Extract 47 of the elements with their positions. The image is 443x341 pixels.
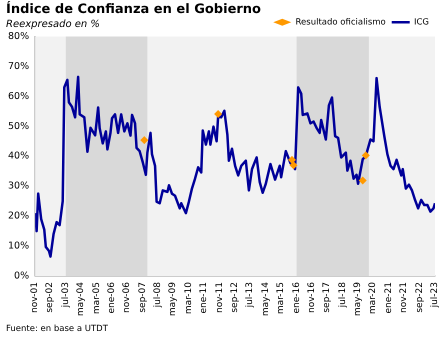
x-tick-label: ene-16 <box>292 282 302 314</box>
x-tick-label: jul-08 <box>153 282 164 308</box>
x-tick-label: mar-15 <box>276 282 286 314</box>
x-tick-label: mar-05 <box>92 282 102 314</box>
x-tick-label: mar-10 <box>184 282 194 314</box>
x-tick-label: nov-16 <box>307 282 318 313</box>
x-tick-label: jul-23 <box>430 282 440 308</box>
y-tick-label: 30% <box>8 180 30 192</box>
y-tick-label: 70% <box>8 60 30 72</box>
point <box>290 161 298 170</box>
source-note: Fuente: en base a UTDT <box>6 324 108 334</box>
y-tick-label: 40% <box>8 150 30 162</box>
point <box>362 151 370 160</box>
x-tick-label: jul-18 <box>338 282 348 308</box>
x-tick-label: may-14 <box>260 282 271 316</box>
x-tick-label: sep-02 <box>45 282 56 313</box>
x-tick-label: jul-13 <box>245 282 256 308</box>
x-tick-label: nov-21 <box>399 282 410 313</box>
y-tick-label: 50% <box>8 120 30 132</box>
chart-title: Índice de Confianza en el Gobierno <box>6 2 261 17</box>
point <box>214 110 222 118</box>
x-tick-label: ene-11 <box>199 282 210 314</box>
x-tick-label: may-04 <box>76 282 86 316</box>
x-tick-label: mar-20 <box>368 282 378 314</box>
x-tick-label: may-19 <box>353 282 364 316</box>
x-tick-label: ene-21 <box>384 282 394 314</box>
y-tick-label: 20% <box>8 210 30 222</box>
x-tick-label: jul-03 <box>60 282 71 308</box>
y-tick-label: 0% <box>14 270 30 282</box>
x-tick-label: nov-06 <box>122 282 132 313</box>
legend-label: ICG <box>414 17 430 28</box>
y-tick-label: 60% <box>8 90 30 102</box>
point <box>140 136 148 144</box>
chart-subtitle: Reexpresado en % <box>6 19 100 30</box>
x-tick-label: nov-11 <box>214 282 225 313</box>
x-tick-label: sep-17 <box>322 282 332 313</box>
x-tick-label: may-09 <box>168 282 178 316</box>
point <box>358 176 367 184</box>
x-tick-label: sep-22 <box>414 282 425 313</box>
legend-label: Resultado oficialismo <box>296 17 386 28</box>
x-tick-label: nov-01 <box>30 282 40 313</box>
x-tick-label: ene-06 <box>107 282 118 314</box>
x-tick-label: sep-07 <box>138 282 148 313</box>
y-tick-label: 80% <box>8 30 30 42</box>
y-tick-label: 10% <box>8 240 30 252</box>
x-tick-label: sep-12 <box>230 282 240 313</box>
point <box>288 156 296 164</box>
